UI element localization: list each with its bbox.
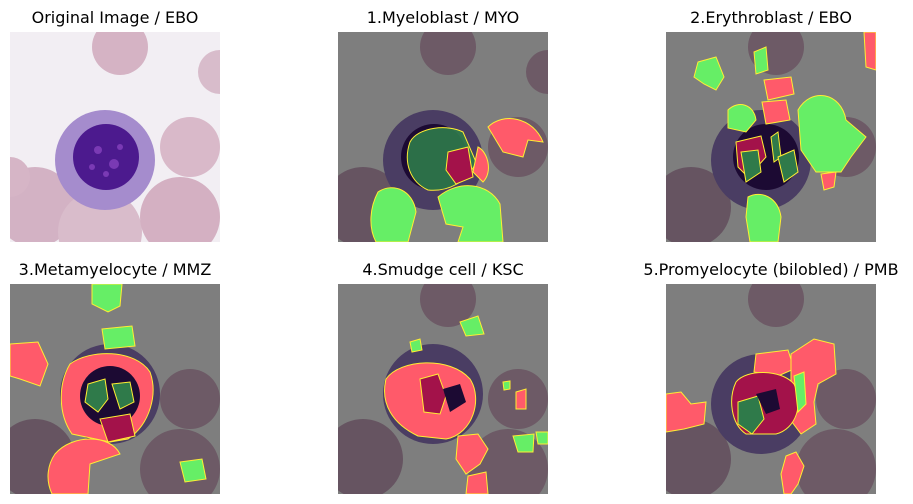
erythroblast-segmentation-image xyxy=(666,32,876,242)
promyelocyte-segmentation-image xyxy=(666,284,876,494)
panel-title: 4.Smudge cell / KSC xyxy=(362,260,524,279)
panel-title: 5.Promyelocyte (bilobled) / PMB xyxy=(643,260,899,279)
myeloblast-segmentation-image xyxy=(338,32,548,242)
original-cell-image xyxy=(10,32,220,242)
panel-title: 3.Metamyelocyte / MMZ xyxy=(18,260,212,279)
panel-title: Original Image / EBO xyxy=(31,8,199,27)
panel-title: 2.Erythroblast / EBO xyxy=(690,8,852,27)
metamyelocyte-segmentation-image xyxy=(10,284,220,494)
panel-title: 1.Myeloblast / MYO xyxy=(366,8,520,27)
smudge-cell-segmentation-image xyxy=(338,284,548,494)
